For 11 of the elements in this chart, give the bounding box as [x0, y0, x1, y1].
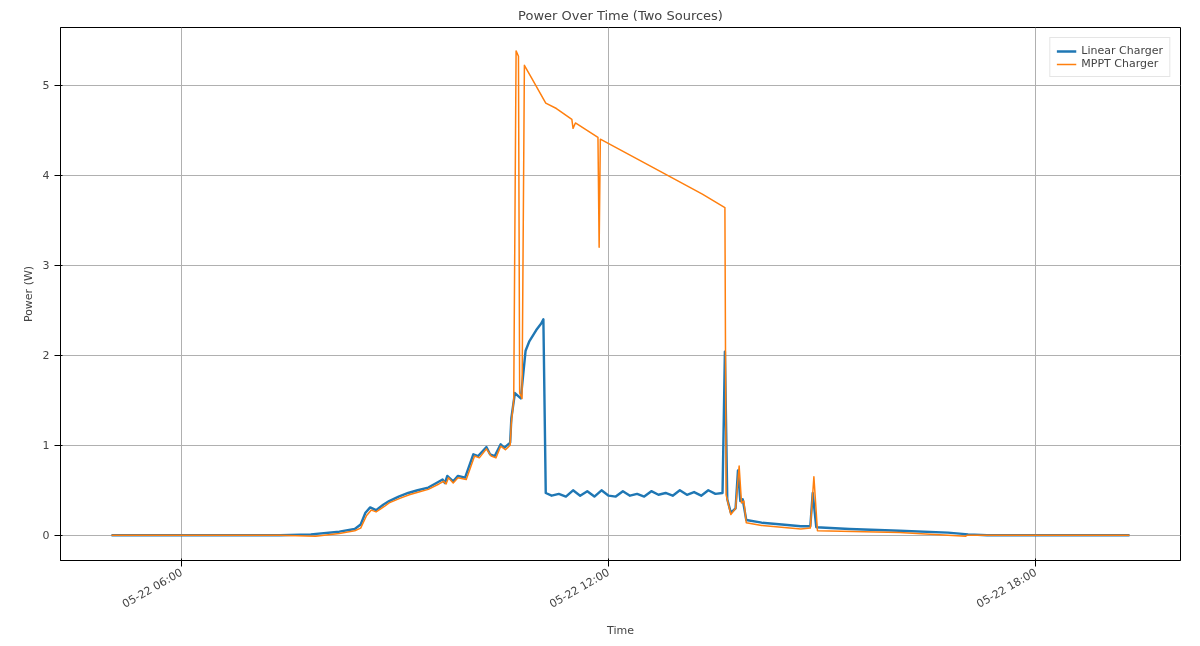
- y-tick-label: 3: [42, 259, 50, 273]
- y-tick-label: 5: [42, 79, 50, 93]
- y-tick-label: 0: [42, 529, 50, 543]
- legend-label: Linear Charger: [1081, 44, 1163, 57]
- chart-title: Power Over Time (Two Sources): [518, 7, 723, 23]
- y-axis-title: Power (W): [21, 265, 35, 323]
- legend-label: MPPT Charger: [1081, 57, 1159, 70]
- y-tick-label: 2: [42, 349, 50, 363]
- y-tick-label: 1: [42, 439, 50, 453]
- x-axis-title: Time: [606, 624, 635, 638]
- y-tick-label: 4: [42, 169, 50, 183]
